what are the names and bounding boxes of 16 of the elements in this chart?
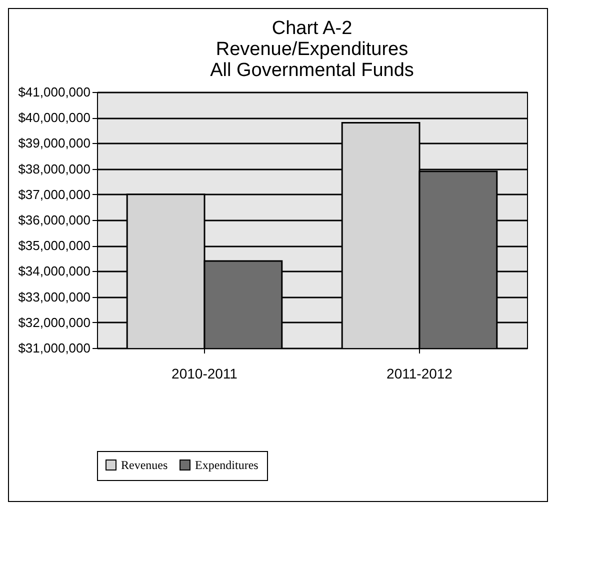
y-tick-label: $38,000,000 xyxy=(18,161,90,176)
legend-label: Expenditures xyxy=(195,458,259,472)
y-tick-label: $41,000,000 xyxy=(18,84,90,100)
chart-title: Chart A-2 Revenue/Expenditures All Governmental Funds xyxy=(210,18,414,81)
x-tick-label: 2010-2011 xyxy=(172,366,238,382)
y-tick-label: $40,000,000 xyxy=(18,110,90,126)
x-tick-label: 2011-2012 xyxy=(386,366,453,382)
y-tick-label: $32,000,000 xyxy=(18,314,90,330)
y-tick-label: $33,000,000 xyxy=(18,289,90,304)
legend-label: Revenues xyxy=(121,458,168,472)
y-tick-label: $37,000,000 xyxy=(18,186,90,202)
y-tick-label: $35,000,000 xyxy=(18,238,90,254)
y-tick-label: $34,000,000 xyxy=(18,264,90,279)
y-tick-label: $31,000,000 xyxy=(18,340,90,356)
y-tick-label: $39,000,000 xyxy=(18,136,90,151)
y-tick-label: $36,000,000 xyxy=(18,212,90,228)
